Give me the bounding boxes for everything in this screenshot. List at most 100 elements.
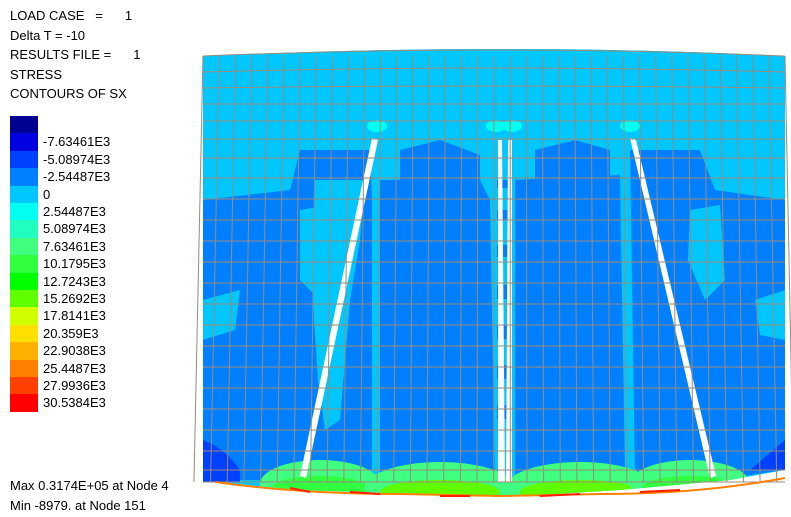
mesh-line: [525, 55, 528, 483]
results-file-value: 1: [133, 47, 141, 62]
legend-label: 10.1795E3: [43, 256, 106, 272]
legend-row: 30.5384E3: [10, 394, 250, 412]
mesh-line: [574, 55, 578, 483]
legend-swatch: [10, 185, 38, 203]
legend-label: -7.63461E3: [43, 134, 111, 150]
load-case-row: LOAD CASE = 1: [10, 6, 141, 26]
legend-row: 22.9038E3: [10, 342, 250, 360]
legend-row: 12.7243E3: [10, 272, 250, 290]
legend-label: 15.2692E3: [43, 291, 106, 306]
mesh-line: [409, 55, 414, 483]
legend-row: 7.63461E3: [10, 237, 250, 256]
legend-label: 17.8141E3: [43, 308, 106, 324]
mesh-line: [260, 55, 269, 483]
legend-row: [10, 116, 250, 134]
legend-row: -7.63461E3: [10, 133, 250, 151]
legend-swatch: [10, 150, 38, 169]
mesh-line: [768, 55, 778, 483]
legend-swatch: [10, 342, 38, 360]
legend-row: 0: [10, 185, 250, 203]
result-header: LOAD CASE = 1 Delta T = -10 RESULTS FILE …: [10, 6, 141, 104]
mesh-line: [443, 55, 446, 483]
mesh-line: [542, 55, 545, 483]
mesh-line: [476, 55, 479, 483]
legend-swatch: [10, 359, 38, 377]
max-value: Max 0.3174E+05 at Node 4: [10, 478, 169, 493]
mesh-line: [276, 55, 285, 483]
stress-contour-field: [203, 49, 785, 497]
mesh-line: [202, 49, 786, 57]
mesh-line: [622, 55, 628, 483]
legend-label: 7.63461E3: [43, 238, 106, 254]
mesh-line: [326, 55, 333, 483]
result-extremes: Max 0.3174E+05 at Node 4 Min -8979. at N…: [10, 476, 169, 516]
min-value: Min -8979. at Node 151: [10, 498, 146, 513]
legend-row: 17.8141E3: [10, 307, 250, 325]
legend-label: 0: [43, 186, 51, 202]
legend-label: -5.08974E3: [43, 151, 111, 167]
legend-label: 25.4487E3: [43, 360, 106, 376]
legend-label: 2.54487E3: [43, 204, 106, 219]
legend-swatch: [10, 324, 38, 343]
legend-row: 20.359E3: [10, 324, 250, 343]
legend-label: 27.9936E3: [43, 378, 106, 393]
legend-label: 20.359E3: [43, 325, 99, 341]
legend-swatch: [10, 220, 38, 238]
finite-element-mesh: [193, 49, 791, 483]
legend-label: -2.54487E3: [43, 169, 111, 185]
legend-label: 5.08974E3: [43, 221, 106, 237]
mesh-line: [671, 55, 678, 483]
legend-row: 25.4487E3: [10, 359, 250, 377]
mesh-line: [655, 55, 661, 483]
mesh-line: [293, 55, 301, 483]
bottom-edge-stress: [214, 477, 786, 498]
mesh-line: [606, 55, 611, 483]
mesh-line: [703, 55, 711, 483]
legend-swatch: [10, 377, 38, 395]
result-type: STRESS: [10, 66, 63, 82]
mesh-line: [193, 55, 204, 483]
results-file-label: RESULTS FILE =: [10, 47, 112, 62]
legend-swatch: [10, 116, 38, 134]
legend-swatch: [10, 307, 38, 325]
legend-label: 22.9038E3: [43, 343, 106, 359]
mesh-line: [736, 55, 744, 483]
mesh-line: [310, 55, 317, 483]
legend-swatch: [10, 272, 38, 290]
mesh-line: [393, 55, 398, 483]
mesh-line: [687, 55, 694, 483]
legend-row: -2.54487E3: [10, 168, 250, 186]
legend-swatch: [10, 394, 38, 412]
mesh-line: [359, 55, 366, 483]
mesh-line: [784, 55, 791, 386]
legend-row: 27.9936E3: [10, 377, 250, 395]
legend-swatch: [10, 255, 38, 273]
load-case-label: LOAD CASE =: [10, 8, 103, 23]
mesh-line: [376, 55, 382, 483]
results-file-row: RESULTS FILE = 1: [10, 45, 141, 65]
mesh-line: [752, 55, 761, 483]
legend-swatch: [10, 237, 38, 256]
legend-row: 5.08974E3: [10, 220, 250, 238]
legend-swatch: [10, 290, 38, 308]
mesh-line: [226, 55, 236, 483]
mesh-line: [243, 55, 252, 483]
load-case-value: 1: [124, 8, 133, 23]
contour-title: CONTOURS OF SX: [10, 86, 127, 101]
mesh-line: [426, 55, 430, 483]
mesh-line: [639, 55, 645, 483]
mesh-line: [459, 55, 463, 483]
legend-row: -5.08974E3: [10, 150, 250, 169]
legend-label: 30.5384E3: [43, 395, 106, 411]
mesh-line: [590, 55, 595, 483]
mesh-line: [210, 55, 220, 483]
legend-label: 12.7243E3: [43, 273, 106, 289]
legend-row: 2.54487E3: [10, 203, 250, 221]
mesh-line: [558, 55, 561, 483]
legend-row: 15.2692E3: [10, 290, 250, 308]
legend-swatch: [10, 133, 38, 151]
mesh-line: [343, 55, 349, 483]
legend-swatch: [10, 168, 38, 186]
bottom-peak-stress: [289, 487, 681, 497]
